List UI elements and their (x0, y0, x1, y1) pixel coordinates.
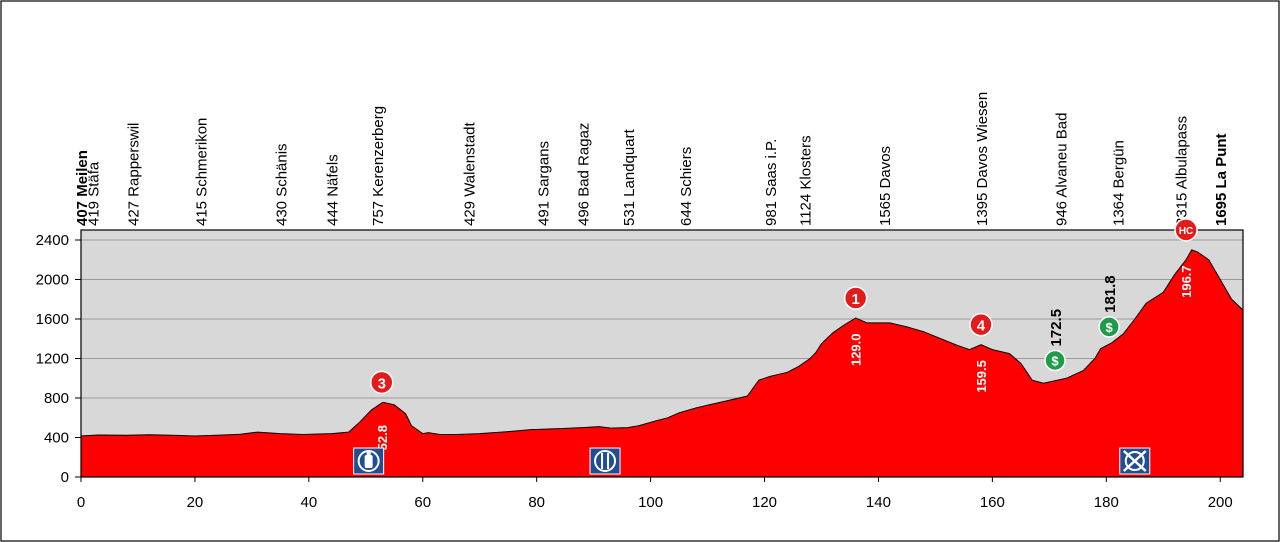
climb-km-label: 196.7 (1179, 265, 1194, 298)
x-tick-label: 160 (980, 494, 1005, 511)
waypoint-label: 2315 Albulapass (1173, 116, 1190, 226)
waypoint-label: 757 Kerenzerberg (370, 106, 387, 226)
waypoint-label: 429 Walenstadt (461, 121, 478, 226)
plate-ring (594, 450, 617, 472)
no-feed-cross (1122, 450, 1147, 472)
climb-category-label: 1 (851, 291, 859, 308)
sprint-badge (1098, 316, 1120, 338)
x-tick-label: 20 (187, 494, 204, 511)
climb-km-label: 52.8 (375, 425, 390, 450)
no-feed-icon (1119, 447, 1151, 475)
y-tick-label: 1600 (36, 311, 69, 328)
x-tick-label: 0 (77, 494, 85, 511)
climb-km-label: 129.0 (849, 333, 864, 366)
bottle-cap (366, 452, 371, 455)
y-tick-label: 1200 (36, 351, 69, 368)
x-tick-label: 120 (752, 494, 777, 511)
sprint-markers: $172.5 $181.8 (1044, 275, 1120, 372)
bottle-ring (357, 450, 380, 472)
waypoint-label: 444 Näfels (325, 154, 342, 226)
waypoint-label: 946 Alvaneu Bad (1054, 113, 1071, 226)
waypoint-label: 496 Bad Ragaz (575, 123, 592, 226)
elevation-profile-area (80, 249, 1244, 478)
climb-category-label: 4 (977, 318, 986, 335)
x-tick-label: 60 (414, 494, 431, 511)
waypoint-label: 415 Schmerikon (194, 118, 211, 226)
waypoint-label: 419 Stäfa (85, 161, 102, 226)
waypoint-label: 1364 Bergün (1111, 140, 1128, 226)
x-tick-label: 40 (300, 494, 317, 511)
y-tick-label: 2400 (36, 232, 69, 249)
sprint-dollar-icon: $ (1051, 353, 1059, 368)
waypoint-label: 981 Saas i.P. (763, 139, 780, 226)
fork-knife-icon (589, 447, 621, 475)
climb-category-label: 3 (378, 375, 386, 392)
waypoint-label: 407 Meilen (74, 150, 91, 226)
x-tick-label: 200 (1208, 494, 1233, 511)
waypoint-label: 644 Schiers (678, 147, 695, 226)
y-tick-label: 800 (44, 390, 69, 407)
sprint-badge (1044, 349, 1066, 372)
x-tick-label: 80 (528, 494, 545, 511)
waypoint-label: 430 Schänis (273, 143, 290, 226)
sprint-dollar-icon: $ (1106, 320, 1114, 335)
x-tick-label: 140 (866, 494, 891, 511)
sprint-km-label: 172.5 (1048, 309, 1065, 347)
service-icons (353, 447, 1151, 475)
climb-category-badge (1174, 218, 1198, 242)
waypoint-label: 1695 La Punt (1213, 133, 1230, 226)
waypoint-label: 1395 Davos Wiesen (974, 92, 991, 226)
plot-frame (80, 229, 1244, 478)
bottle-shape (364, 455, 373, 468)
waypoint-label: 531 Landquart (621, 128, 638, 226)
climb-markers: 3 52.8 1 129.0 4 159.5 HC 196.7 (370, 218, 1198, 450)
climb-km-label: 159.5 (974, 360, 989, 393)
y-tick-label: 2000 (36, 272, 69, 289)
no-feed-ring (1124, 451, 1145, 471)
waypoint-label: 1565 Davos (877, 146, 894, 226)
waypoint-label: 491 Sargans (535, 141, 552, 226)
sprint-km-label: 181.8 (1102, 275, 1119, 313)
y-axis-ticks: 0 400 800 1200 1600 2000 2400 (36, 232, 81, 486)
climb-category-label: HC (1179, 226, 1193, 237)
waypoint-label: 1124 Klosters (797, 135, 814, 226)
climb-category-badge (969, 312, 993, 337)
y-tick-label: 400 (44, 430, 69, 447)
x-axis-ticks: 0 20 40 60 80 100 120 140 160 180 200 (77, 477, 1233, 511)
y-tick-label: 0 (61, 469, 69, 486)
climb-category-badge (843, 286, 868, 310)
waypoint-label: 427 Rapperswil (125, 123, 142, 226)
x-tick-label: 180 (1094, 494, 1119, 511)
bottle-icon (353, 447, 385, 475)
x-tick-label: 100 (638, 494, 663, 511)
climb-category-badge (370, 370, 394, 395)
